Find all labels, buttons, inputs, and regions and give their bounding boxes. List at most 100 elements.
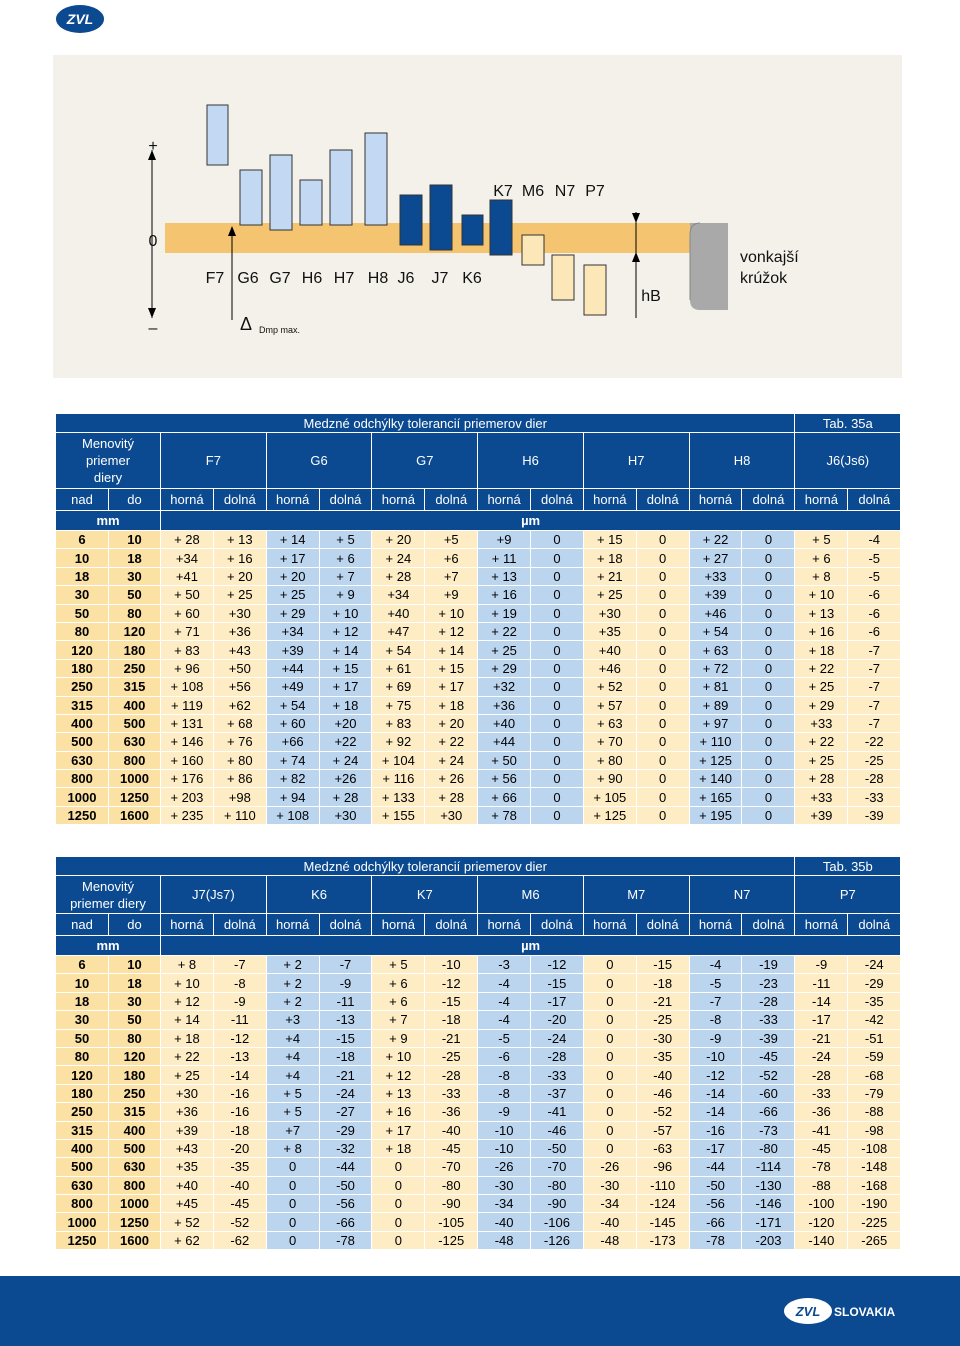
cell: -225: [847, 1212, 902, 1232]
cell: -4: [847, 529, 902, 550]
cell: 0: [635, 529, 690, 550]
cell: 0: [530, 548, 584, 568]
cell: -190: [847, 1194, 902, 1214]
cell: + 78: [477, 805, 532, 826]
cell: 50: [55, 1028, 109, 1048]
cell: +46: [688, 603, 743, 623]
footer: ZVL SLOVAKIA: [0, 1276, 960, 1346]
cell: + 8: [265, 1138, 320, 1159]
cell: + 22: [794, 658, 849, 679]
cell: + 25: [160, 1065, 214, 1085]
cell: + 110: [212, 805, 267, 826]
cell: + 20: [265, 566, 320, 587]
cell: + 81: [688, 677, 743, 697]
cell: -14: [688, 1102, 743, 1122]
cell: 0: [371, 1194, 426, 1214]
delta: Δ: [240, 314, 252, 334]
cell: -18: [212, 1120, 267, 1140]
cell: -24: [530, 1028, 584, 1048]
cell: -12: [530, 954, 584, 975]
cell: -35: [212, 1157, 267, 1177]
cell: + 16: [794, 621, 849, 642]
cell: + 74: [265, 750, 320, 771]
cell: -39: [741, 1028, 796, 1048]
cell: +33: [688, 566, 743, 587]
cell: + 18: [424, 695, 479, 715]
cell: -7: [847, 640, 902, 660]
cell: + 110: [688, 732, 743, 752]
cell: -40: [424, 1120, 479, 1140]
cell: 315: [55, 1120, 109, 1140]
cell: -28: [741, 991, 796, 1012]
cell: -70: [424, 1157, 479, 1177]
corner: Menovitý priemer diery: [55, 875, 161, 914]
limit-header: horná: [582, 488, 637, 511]
cell: 630: [55, 1175, 109, 1196]
cell: + 29: [265, 603, 320, 623]
cell: + 94: [265, 787, 320, 807]
cell: + 66: [477, 787, 532, 807]
cell: +36: [212, 621, 267, 642]
cell: + 83: [371, 713, 426, 734]
cell: 0: [741, 805, 796, 826]
cell: + 89: [688, 695, 743, 715]
cell: +40: [477, 713, 532, 734]
cell: +35: [582, 621, 637, 642]
cell: -78: [318, 1230, 373, 1251]
group-header: M7: [582, 875, 690, 914]
cell: + 61: [371, 658, 426, 679]
table-a-wrap: Medzné odchýlky tolerancií priemerov die…: [54, 413, 902, 826]
cell: + 14: [318, 640, 373, 660]
cell: 0: [741, 713, 796, 734]
data-row: 630 800 + 160 + 80 + 74 + 24 + 104 + 24 + 50 0 + 8…: [55, 750, 902, 771]
cell: -173: [635, 1230, 690, 1251]
cell: -40: [635, 1065, 690, 1085]
cell: + 17: [424, 677, 479, 697]
cell: +62: [212, 695, 267, 715]
cell: 250: [108, 658, 161, 679]
cell: -19: [741, 954, 796, 975]
group-row: Menovitý priemer diery F7 G6 G7 H6 H7 H8 J6(Js6): [55, 432, 902, 489]
cell: 80: [108, 1028, 161, 1048]
cell: 315: [108, 1102, 161, 1122]
cell: + 50: [160, 585, 214, 605]
cell: 0: [371, 1212, 426, 1232]
data-row: 18 30 +41 + 20 + 20 + 7 + 28 +7 + 13 0 + 21 0 +33 0 + …: [55, 566, 902, 587]
cell: + 10: [318, 603, 373, 623]
cell: -10: [477, 1120, 532, 1140]
data-row: 50 80 + 18 -12 +4 -15 + 9 -21 -5 -24 0 -30 -9 -39 -21-…: [55, 1028, 902, 1048]
cell: +41: [160, 566, 214, 587]
data-row: 6 10 + 8 -7 + 2 -7 + 5 -10 -3 -12 0 -15 -4 -19 -9 -24: [55, 954, 902, 975]
data-row: 1000 1250 + 52 -52 0 -66 0 -105 -40 -106 -40 -145 -6…: [55, 1212, 902, 1232]
cell: 0: [635, 621, 690, 642]
cell: 120: [55, 640, 109, 660]
cell: + 22: [424, 732, 479, 752]
cell: -13: [212, 1046, 267, 1067]
cell: +30: [582, 603, 637, 623]
cell: 180: [108, 640, 161, 660]
cell: + 5: [318, 529, 373, 550]
cell: -24: [794, 1046, 849, 1067]
cell: 1250: [108, 787, 161, 807]
dmp: Dmp max.: [259, 325, 300, 335]
limit-header: horná: [688, 913, 743, 936]
cell: -30: [477, 1175, 532, 1196]
cell: -7: [847, 677, 902, 697]
cell: + 90: [582, 769, 637, 789]
limit-header: dolná: [741, 488, 796, 511]
cell: 1000: [108, 769, 161, 789]
cell: 0: [741, 548, 796, 568]
cell: 0: [582, 1046, 637, 1067]
cell: + 119: [160, 695, 214, 715]
cell: + 18: [371, 1138, 426, 1159]
cell: 18: [55, 566, 109, 587]
cell: 0: [530, 713, 584, 734]
cell: 500: [108, 713, 161, 734]
data-row: 180 250 + 96 +50 +44 + 15 + 61 + 15 + 29 0 +46 0 + 7…: [55, 658, 902, 679]
cell: 6: [55, 954, 109, 975]
cell: +98: [212, 787, 267, 807]
group-header: H7: [582, 432, 690, 489]
cell: +44: [265, 658, 320, 679]
cell: 0: [582, 1138, 637, 1159]
